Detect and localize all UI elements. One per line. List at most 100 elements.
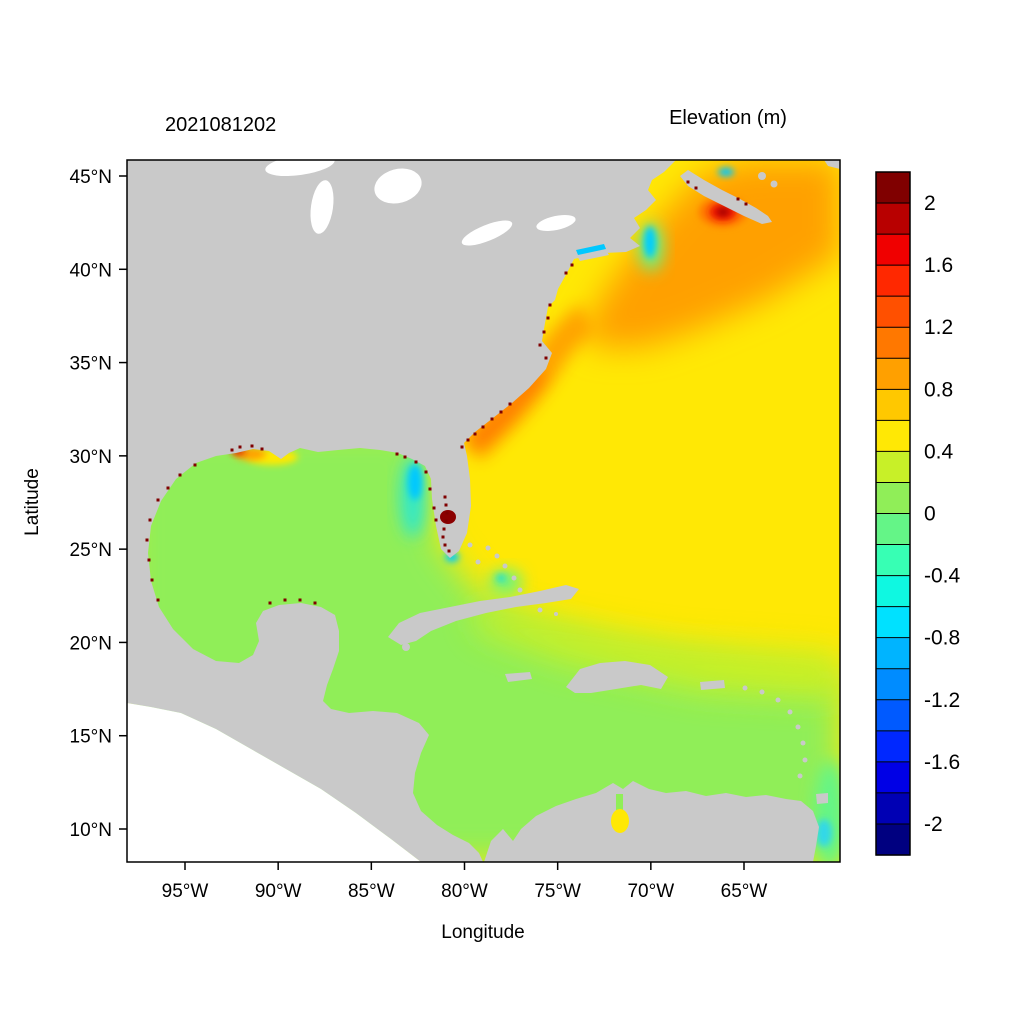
coastal-speck	[546, 316, 550, 320]
lake-michigan	[310, 180, 334, 234]
coastal-speck	[414, 460, 418, 464]
west-florida-shelf-core	[408, 464, 422, 500]
coastal-speck	[156, 498, 160, 502]
colorbar-segment	[876, 792, 910, 825]
lon-tick-label: 65°W	[721, 881, 768, 902]
colorbar-tick-label: 1.6	[924, 254, 953, 277]
coastal-speck	[443, 543, 447, 547]
coastal-speck	[150, 578, 154, 582]
colorbar-tick-label: -2	[924, 813, 943, 836]
colorbar-tick-label: -1.2	[924, 689, 960, 712]
lat-tick-label: 40°N	[70, 260, 112, 281]
coastal-speck	[443, 495, 447, 499]
coastal-speck	[156, 598, 160, 602]
coastal-speck	[444, 519, 448, 523]
colorbar-tick-label: -1.6	[924, 751, 960, 774]
coastal-speck	[268, 601, 272, 605]
colorbar-segment	[876, 668, 910, 701]
coastal-speck	[542, 330, 546, 334]
colorbar: 2 1.6 1.2 0.8 0.4 0 -0.4 -0.8 -1.2 -1.6 -2	[875, 171, 961, 856]
st-lawrence-cyan-spot	[718, 167, 734, 177]
run-timestamp-title: 2021081202	[165, 114, 276, 136]
colorbar-segment	[876, 451, 910, 484]
land-layer	[127, 160, 840, 862]
colorbar-segment	[876, 389, 910, 421]
lesser-antilles-islands	[742, 685, 808, 779]
cape-breton-island	[770, 180, 778, 188]
lake-superior	[265, 160, 335, 177]
colorbar-segment	[876, 761, 910, 794]
lake-maracaibo-patch	[611, 809, 629, 833]
colorbar-segment	[876, 575, 910, 608]
coastal-speck	[145, 538, 149, 542]
trinidad-cyan-patch	[816, 819, 832, 847]
south-america-landmass	[484, 781, 819, 862]
fundy-hotspot-core	[717, 208, 729, 216]
x-axis-label: Longitude	[441, 922, 524, 943]
trinidad-green-strip	[814, 760, 840, 862]
lake-erie	[461, 220, 513, 246]
colorbar-segment	[876, 730, 910, 763]
orange-nw-atlantic-band	[585, 160, 840, 348]
colorbar-segment	[876, 482, 910, 515]
lon-tick-label: 85°W	[348, 881, 395, 902]
coastal-speck	[736, 197, 740, 201]
yellowgreen-transition-band	[470, 604, 840, 700]
coastal-speck	[434, 518, 438, 522]
colorbar-tick-label: 0	[924, 503, 936, 526]
long-island	[577, 250, 609, 261]
lat-tick-label: 20°N	[70, 633, 112, 654]
y-axis-label: Latitude	[22, 468, 43, 536]
lat-tick-label: 30°N	[70, 447, 112, 468]
long-island-sound-patch	[576, 244, 606, 255]
north-america-landmass	[127, 160, 676, 862]
colorbar-segment	[876, 544, 910, 577]
coastal-speck	[230, 448, 234, 452]
colorbar-segment	[876, 637, 910, 670]
map-plot-area	[127, 160, 840, 862]
lat-tick-label: 35°N	[70, 354, 112, 375]
coastal-speck	[148, 518, 152, 522]
colorbar-segment	[876, 358, 910, 390]
prince-edward-island	[758, 172, 766, 180]
colorbar-segment	[876, 203, 910, 235]
jamaica-island	[505, 672, 532, 682]
coastal-speck	[473, 432, 477, 436]
colorbar-segment	[876, 823, 910, 856]
coastal-speck	[260, 447, 264, 451]
coastal-speck	[694, 186, 698, 190]
coastal-speck	[403, 455, 407, 459]
colorbar-segment	[876, 513, 910, 546]
lon-tick-label: 75°W	[534, 881, 581, 902]
coastal-speck	[490, 417, 494, 421]
coastal-speck	[313, 601, 317, 605]
coastal-speck	[147, 558, 151, 562]
coastal-speck	[250, 444, 254, 448]
colorbar-segment	[876, 172, 910, 204]
colorbar-segment	[876, 234, 910, 266]
colorbar-title: Elevation (m)	[669, 107, 787, 129]
coastal-speck	[564, 271, 568, 275]
coastal-speck	[538, 343, 542, 347]
coastal-speck	[395, 452, 399, 456]
coastal-high-value-specks	[145, 180, 748, 605]
coastal-speck	[445, 511, 449, 515]
bahamas-islands	[467, 542, 558, 616]
colorbar-tick-label: 1.2	[924, 316, 953, 339]
coastal-speck	[508, 402, 512, 406]
coastal-speck	[444, 503, 448, 507]
coastal-speck	[481, 425, 485, 429]
lake-huron	[374, 168, 422, 204]
lake-okeechobee-patch	[440, 510, 456, 524]
coastal-speck	[499, 410, 503, 414]
colorbar-segment	[876, 296, 910, 328]
colorbar-tick-label: 2	[924, 192, 936, 215]
bahamas-green-patch	[490, 570, 522, 594]
coastal-speck	[544, 356, 548, 360]
coastal-speck	[432, 506, 436, 510]
coastal-speck	[442, 527, 446, 531]
maracaibo-channel	[616, 794, 623, 810]
lat-tick-label: 10°N	[70, 820, 112, 841]
cape-cod-cyan-core	[644, 226, 656, 258]
